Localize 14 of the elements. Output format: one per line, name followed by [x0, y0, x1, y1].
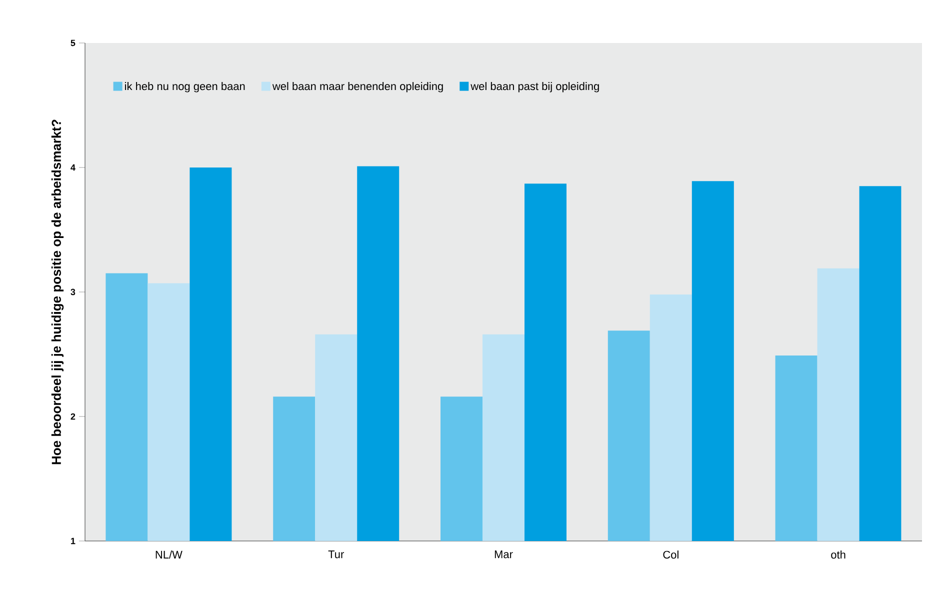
x-tick-label: NL/W — [156, 550, 182, 559]
y-axis-title: Hoe beoordeel jij je huidige positie op de arbeidsmarkt? — [51, 120, 64, 464]
x-tick-label: Tur — [328, 550, 344, 558]
y-tick-label: 3 — [70, 288, 76, 296]
legend-label: wel baan past bij opleiding — [470, 82, 599, 92]
x-tick-label: oth — [831, 550, 846, 559]
legend-label: wel baan maar benenden opleiding — [272, 82, 443, 92]
x-tick-label: Mar — [494, 550, 513, 558]
y-tick-label: 5 — [70, 40, 76, 46]
y-tick-label: 2 — [70, 413, 76, 420]
legend-label: ik heb nu nog geen baan — [125, 82, 245, 92]
x-tick-label: Col — [663, 550, 678, 559]
y-tick-label: 4 — [70, 164, 76, 171]
y-tick-label: 1 — [71, 538, 76, 544]
